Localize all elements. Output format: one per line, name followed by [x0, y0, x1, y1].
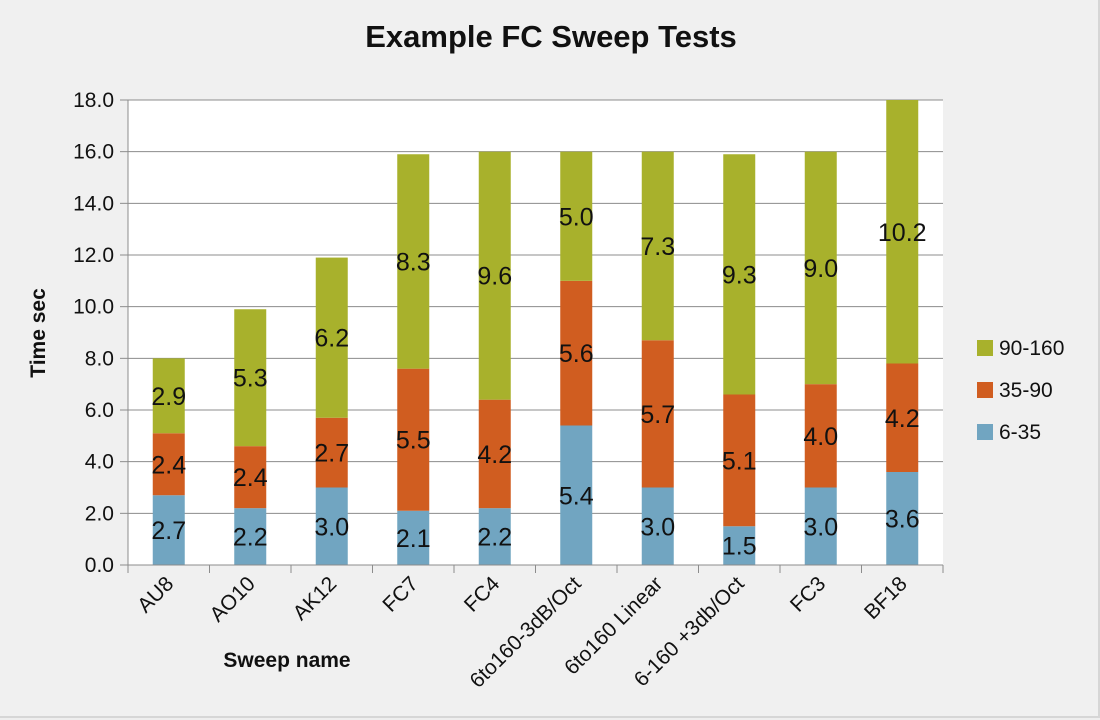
y-tick-label: 2.0 [85, 502, 114, 525]
bar-segment-6-35 [397, 510, 430, 565]
bar-segment-35-90 [478, 399, 511, 509]
bar-segment-35-90 [234, 446, 267, 509]
data-label: 6.2 [314, 325, 349, 353]
bar-segment-35-90 [641, 340, 674, 488]
x-tick-label: FC4 [460, 572, 505, 617]
data-label: 5.5 [396, 427, 431, 455]
data-label: 10.2 [878, 219, 927, 247]
data-label: 2.2 [477, 524, 512, 552]
y-tick-label: 6.0 [85, 399, 114, 422]
data-label: 5.6 [559, 340, 594, 368]
data-label: 5.0 [559, 203, 594, 231]
data-label: 2.1 [396, 525, 431, 553]
y-tick-label: 16.0 [73, 141, 114, 164]
axes [120, 99, 944, 573]
x-tick-label: BF18 [860, 572, 912, 624]
bar-segment-90-160 [234, 309, 267, 447]
data-label: 9.3 [722, 261, 757, 289]
bar-segment-90-160 [152, 358, 185, 434]
data-label: 2.4 [151, 451, 186, 479]
data-label: 2.4 [233, 464, 268, 492]
bar-segment-90-160 [723, 154, 756, 395]
data-label: 4.2 [477, 441, 512, 469]
data-label: 3.0 [640, 513, 675, 541]
bar-segment-6-35 [152, 495, 185, 565]
chart-title: Example FC Sweep Tests [365, 19, 737, 54]
x-tick-label: AO10 [206, 572, 260, 626]
bar-segment-6-35 [560, 425, 593, 565]
bar-segment-35-90 [397, 368, 430, 511]
bar-segment-6-35 [478, 508, 511, 565]
y-tick-label: 10.0 [73, 296, 114, 319]
data-label: 2.9 [151, 383, 186, 411]
data-label: 8.3 [396, 248, 431, 276]
bar-segment-90-160 [641, 151, 674, 341]
x-tick-label: AK12 [289, 572, 342, 625]
data-label: 5.1 [722, 447, 757, 475]
bar-segment-90-160 [315, 257, 348, 418]
y-tick-label: 8.0 [85, 347, 114, 370]
data-label: 7.3 [640, 233, 675, 261]
legend-swatch [977, 424, 993, 440]
bar-segment-90-160 [478, 151, 511, 400]
data-label: 2.7 [151, 517, 186, 545]
data-label: 5.4 [559, 482, 594, 510]
data-labels: 2.7 2.4 2.9 2.2 2.4 5.3 3.0 2.7 6.2 2.1 5.5 8.3 2.2 4… [151, 203, 926, 560]
bar-segment-90-160 [397, 154, 430, 369]
y-tick-label: 18.0 [73, 89, 114, 112]
data-label: 3.0 [803, 513, 838, 541]
data-label: 2.2 [233, 524, 268, 552]
bar-segment-35-90 [804, 384, 837, 488]
bar-segment-6-35 [723, 526, 756, 565]
legend: 90-160 35-90 6-35 [977, 337, 1064, 444]
bar-segment-90-160 [560, 151, 593, 281]
bar-segment-6-35 [315, 487, 348, 565]
bar-segment-35-90 [315, 417, 348, 488]
x-axis-title: Sweep name [223, 649, 350, 672]
bar-segment-6-35 [804, 487, 837, 565]
data-label: 5.7 [640, 401, 675, 429]
legend-label: 6-35 [999, 421, 1041, 444]
data-label: 4.0 [803, 423, 838, 451]
y-tick-label: 12.0 [73, 244, 114, 267]
data-label: 3.6 [885, 506, 920, 534]
x-tick-label: FC3 [786, 572, 830, 616]
bar-segment-35-90 [723, 394, 756, 527]
legend-swatch [977, 382, 993, 398]
data-label: 9.0 [803, 255, 838, 283]
legend-label: 90-160 [999, 337, 1064, 360]
x-tick-label: FC7 [378, 572, 422, 616]
y-tick-label: 0.0 [85, 554, 114, 577]
data-label: 3.0 [314, 513, 349, 541]
legend-label: 35-90 [999, 379, 1053, 402]
y-tick-label: 14.0 [73, 192, 114, 215]
bar-segment-35-90 [152, 433, 185, 496]
x-tick-label: AU8 [133, 572, 178, 617]
bar-segment-90-160 [804, 151, 837, 385]
bar-segment-35-90 [560, 280, 593, 426]
bar-segment-35-90 [886, 363, 919, 472]
bar-segment-6-35 [234, 508, 267, 565]
bar-segment-90-160 [886, 100, 919, 364]
data-label: 1.5 [722, 533, 757, 561]
y-tick-label: 4.0 [85, 451, 114, 474]
data-label: 9.6 [477, 263, 512, 291]
bar-segment-6-35 [886, 472, 919, 565]
legend-swatch [977, 340, 993, 356]
bars [152, 100, 919, 565]
y-axis-title: Time sec [27, 288, 50, 378]
y-tick-labels: 0.0 2.0 4.0 6.0 8.0 10.0 12.0 14.0 16.0 18.0 [73, 89, 114, 577]
data-label: 2.7 [314, 440, 349, 468]
data-label: 4.2 [885, 405, 920, 433]
data-label: 5.3 [233, 365, 268, 393]
bar-segment-6-35 [641, 487, 674, 565]
